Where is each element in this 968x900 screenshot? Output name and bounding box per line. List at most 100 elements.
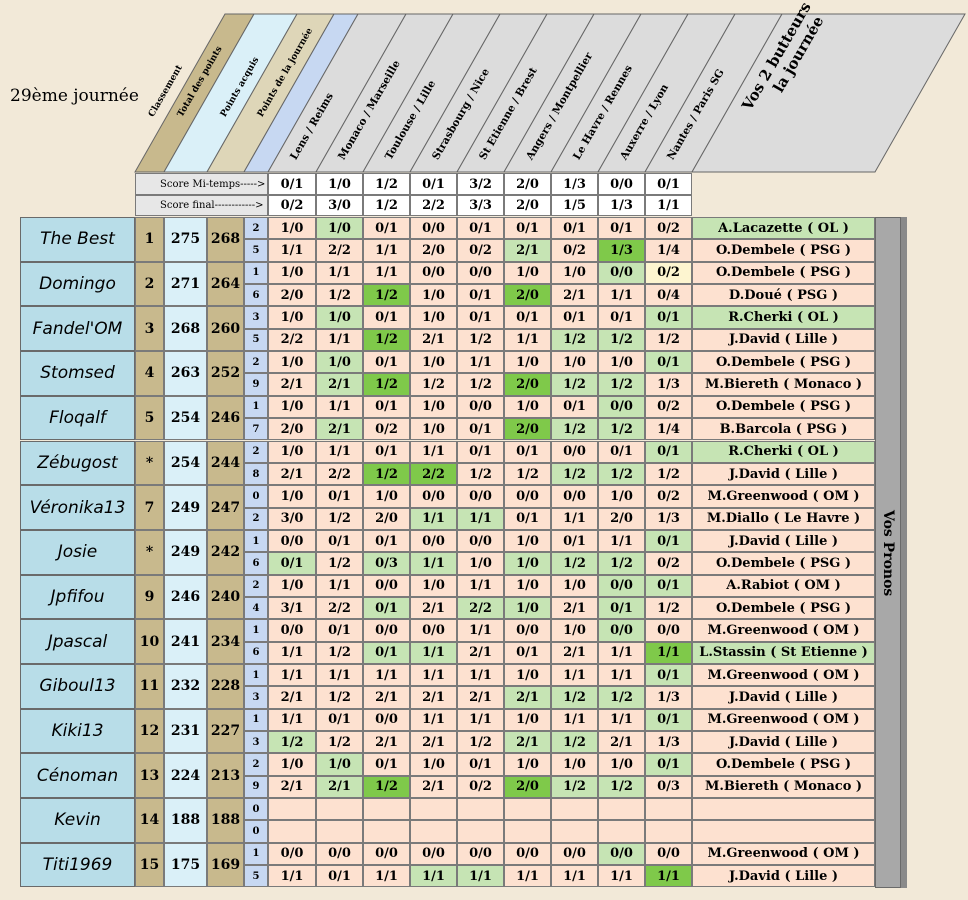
prono-cell: 1/0 (410, 351, 457, 374)
prono-cell: 2/1 (457, 686, 504, 709)
prono-cell: 1/2 (268, 731, 316, 754)
pronos-side-label: Vos Pronos (880, 510, 896, 597)
prono-cell: 1/2 (551, 731, 598, 754)
points-journee: 5 (244, 328, 268, 352)
prono-cell: 1/2 (363, 284, 410, 307)
prono-cell: 0/0 (316, 842, 363, 866)
prono-cell: 0/1 (645, 708, 692, 732)
prono-cell: 0/1 (598, 440, 645, 463)
prono-cell: 0/1 (316, 485, 363, 508)
prono-cell: 0/0 (410, 217, 457, 240)
prono-cell: 1/2 (316, 731, 363, 754)
player-total-points: 231 (164, 708, 207, 754)
prono-cell: 1/2 (551, 552, 598, 575)
prono-cell: 0/0 (504, 485, 551, 508)
player-rank: 5 (135, 395, 164, 441)
points-journee: 3 (244, 306, 268, 329)
prono-cell: 0/1 (363, 753, 410, 776)
prono-cell: 0/2 (457, 775, 504, 799)
prono-cell: 0/1 (551, 217, 598, 240)
prono-cell: 0/0 (268, 619, 316, 642)
prono-cell: 1/1 (457, 708, 504, 732)
points-journee: 1 (244, 842, 268, 866)
prono-cell: 0/2 (645, 485, 692, 508)
score-final-7: 1/5 (551, 195, 598, 216)
prono-cell: 1/2 (598, 418, 645, 441)
prono-cell (316, 798, 363, 821)
prono-cell: 0/2 (645, 261, 692, 285)
prono-cell: 0/0 (410, 619, 457, 642)
score-final-9: 1/1 (645, 195, 692, 216)
points-journee: 0 (244, 820, 268, 843)
prono-cell: 1/0 (504, 596, 551, 620)
prono-cell: 1/0 (410, 418, 457, 441)
prono-cell: 1/1 (316, 395, 363, 419)
prono-cell: 2/1 (316, 373, 363, 396)
points-journee: 6 (244, 552, 268, 575)
prono-cell: 0/0 (268, 529, 316, 553)
prono-cell (645, 798, 692, 821)
score-halftime-1: 0/1 (268, 173, 316, 195)
prono-cell: 0/1 (551, 395, 598, 419)
player-total-points: 188 (164, 798, 207, 843)
prono-cell: 1/1 (598, 865, 645, 888)
prono-cell: 1/1 (598, 664, 645, 687)
score-halftime-5: 3/2 (457, 173, 504, 195)
points-journee: 3 (244, 731, 268, 754)
prono-cell: 0/0 (457, 395, 504, 419)
prono-cell: 0/0 (598, 261, 645, 285)
prono-cell (645, 820, 692, 843)
prono-cell: 2/1 (551, 596, 598, 620)
prono-cell: 0/0 (363, 619, 410, 642)
score-halftime-8: 0/0 (598, 173, 645, 195)
prono-cell: 1/0 (410, 753, 457, 776)
prono-cell: 0/1 (645, 574, 692, 597)
points-journee: 1 (244, 529, 268, 553)
player-rank: 7 (135, 485, 164, 530)
buteur-choice: A.Rabiot ( OM ) (692, 574, 875, 597)
buteur-choice: O.Dembele ( PSG ) (692, 552, 875, 575)
prono-cell (410, 820, 457, 843)
prono-cell: 1/4 (645, 239, 692, 262)
prono-cell: 1/2 (457, 328, 504, 352)
buteur-choice: A.Lacazette ( OL ) (692, 217, 875, 240)
prono-cell: 1/2 (598, 328, 645, 352)
prono-cell: 1/2 (598, 775, 645, 799)
prono-cell: 0/0 (598, 842, 645, 866)
prono-cell: 0/0 (457, 261, 504, 285)
prono-cell: 1/0 (410, 284, 457, 307)
prono-cell: 0/3 (363, 552, 410, 575)
prono-cell: 2/1 (316, 418, 363, 441)
prono-cell: 0/2 (363, 418, 410, 441)
prono-cell: 0/0 (410, 842, 457, 866)
buteur-choice: B.Barcola ( PSG ) (692, 418, 875, 441)
prono-cell: 1/2 (598, 462, 645, 486)
prono-cell: 2/0 (598, 507, 645, 530)
buteur-choice: J.David ( Lille ) (692, 865, 875, 888)
prono-cell: 2/1 (268, 462, 316, 486)
prono-cell: 1/1 (363, 239, 410, 262)
prono-cell: 2/1 (504, 686, 551, 709)
points-journee: 0 (244, 485, 268, 508)
prono-cell: 0/1 (645, 351, 692, 374)
player-rank: 9 (135, 574, 164, 620)
prono-cell: 0/2 (457, 239, 504, 262)
score-halftime-6: 2/0 (504, 173, 551, 195)
prono-cell: 0/1 (363, 395, 410, 419)
prono-cell: 1/0 (504, 529, 551, 553)
prono-cell (268, 798, 316, 821)
prono-cell: 1/1 (504, 865, 551, 888)
side-bar-shadow (901, 217, 907, 888)
player-points-acquis: 264 (207, 261, 244, 307)
points-journee: 5 (244, 239, 268, 262)
player-points-acquis: 188 (207, 798, 244, 843)
buteur-choice: M.Greenwood ( OM ) (692, 842, 875, 866)
prono-cell: 1/2 (645, 596, 692, 620)
prono-cell: 0/1 (598, 217, 645, 240)
prono-cell: 1/2 (316, 686, 363, 709)
prono-cell: 0/4 (645, 284, 692, 307)
prono-cell (457, 820, 504, 843)
prono-cell: 1/0 (598, 485, 645, 508)
prono-cell: 1/1 (363, 261, 410, 285)
points-journee: 6 (244, 641, 268, 664)
